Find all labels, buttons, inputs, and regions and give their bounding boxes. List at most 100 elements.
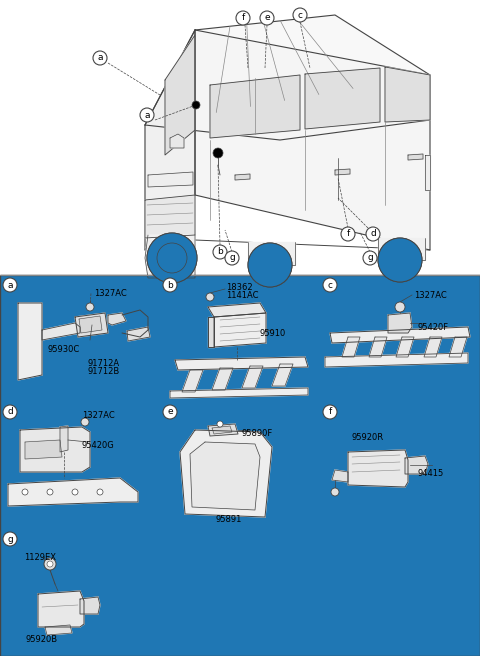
Circle shape	[323, 278, 337, 292]
Circle shape	[44, 558, 56, 570]
Polygon shape	[214, 313, 266, 347]
Text: 95920B: 95920B	[25, 634, 57, 644]
Text: d: d	[7, 407, 13, 417]
Polygon shape	[127, 327, 150, 341]
Text: c: c	[298, 10, 302, 20]
Text: g: g	[229, 253, 235, 262]
Circle shape	[257, 252, 283, 278]
Polygon shape	[235, 174, 250, 180]
Polygon shape	[45, 625, 72, 635]
Polygon shape	[182, 370, 203, 392]
Circle shape	[147, 233, 197, 283]
Bar	[160, 275, 320, 402]
Circle shape	[97, 489, 103, 495]
Polygon shape	[305, 68, 380, 129]
Polygon shape	[208, 317, 214, 347]
Circle shape	[163, 278, 177, 292]
Circle shape	[341, 227, 355, 241]
Circle shape	[378, 238, 422, 282]
Text: c: c	[327, 281, 333, 289]
Text: 91712A: 91712A	[88, 358, 120, 367]
Polygon shape	[42, 323, 80, 340]
Circle shape	[206, 293, 214, 301]
Polygon shape	[18, 303, 42, 380]
Polygon shape	[145, 15, 430, 140]
Circle shape	[3, 405, 17, 419]
Circle shape	[163, 405, 177, 419]
Text: a: a	[7, 281, 13, 289]
Circle shape	[72, 489, 78, 495]
Circle shape	[192, 101, 200, 109]
Circle shape	[213, 148, 223, 158]
Circle shape	[260, 11, 274, 25]
Circle shape	[140, 108, 154, 122]
Polygon shape	[170, 388, 308, 398]
Circle shape	[47, 561, 53, 567]
Polygon shape	[208, 424, 238, 436]
Text: 95920R: 95920R	[352, 432, 384, 441]
Polygon shape	[378, 238, 425, 260]
Text: 95890F: 95890F	[242, 430, 273, 438]
Circle shape	[248, 243, 292, 287]
Polygon shape	[212, 368, 233, 390]
Text: 95420F: 95420F	[418, 323, 449, 331]
Polygon shape	[424, 337, 442, 357]
Polygon shape	[145, 235, 195, 278]
Bar	[0, 529, 160, 656]
Circle shape	[236, 11, 250, 25]
Text: b: b	[217, 247, 223, 256]
Circle shape	[217, 421, 223, 427]
Text: g: g	[7, 535, 13, 544]
Circle shape	[157, 243, 187, 273]
Circle shape	[293, 8, 307, 22]
Bar	[320, 529, 480, 656]
Text: a: a	[97, 54, 103, 62]
Bar	[0, 275, 480, 656]
Polygon shape	[25, 440, 62, 459]
Circle shape	[22, 489, 28, 495]
Circle shape	[395, 302, 405, 312]
Polygon shape	[272, 364, 293, 386]
Text: f: f	[347, 230, 349, 239]
Polygon shape	[145, 30, 195, 250]
Polygon shape	[348, 450, 408, 487]
Text: e: e	[264, 14, 270, 22]
Polygon shape	[108, 313, 126, 325]
Polygon shape	[190, 442, 260, 510]
Circle shape	[323, 405, 337, 419]
Polygon shape	[170, 134, 184, 148]
Polygon shape	[80, 597, 100, 614]
Circle shape	[378, 238, 422, 282]
Polygon shape	[79, 316, 102, 333]
Bar	[320, 275, 480, 402]
Text: 95930C: 95930C	[48, 346, 80, 354]
Polygon shape	[449, 337, 467, 357]
Text: d: d	[370, 230, 376, 239]
Polygon shape	[335, 169, 350, 175]
Polygon shape	[165, 35, 195, 155]
Polygon shape	[385, 67, 430, 122]
Polygon shape	[180, 430, 272, 517]
Bar	[0, 402, 160, 529]
Text: f: f	[328, 407, 332, 417]
Polygon shape	[208, 303, 266, 317]
Circle shape	[47, 489, 53, 495]
Circle shape	[86, 303, 94, 311]
Polygon shape	[242, 366, 263, 388]
Bar	[160, 529, 320, 656]
Bar	[160, 402, 320, 529]
Text: f: f	[241, 14, 245, 22]
Text: 95891: 95891	[215, 516, 241, 525]
Polygon shape	[20, 427, 90, 472]
Text: 95420G: 95420G	[82, 441, 115, 451]
Text: 1129EX: 1129EX	[24, 552, 56, 562]
Polygon shape	[325, 353, 468, 367]
Text: 1327AC: 1327AC	[414, 291, 447, 300]
Polygon shape	[332, 470, 348, 482]
Polygon shape	[212, 426, 232, 434]
Circle shape	[331, 488, 339, 496]
Text: e: e	[167, 407, 173, 417]
Circle shape	[147, 233, 197, 283]
Text: 1327AC: 1327AC	[94, 289, 127, 298]
Polygon shape	[60, 426, 68, 452]
